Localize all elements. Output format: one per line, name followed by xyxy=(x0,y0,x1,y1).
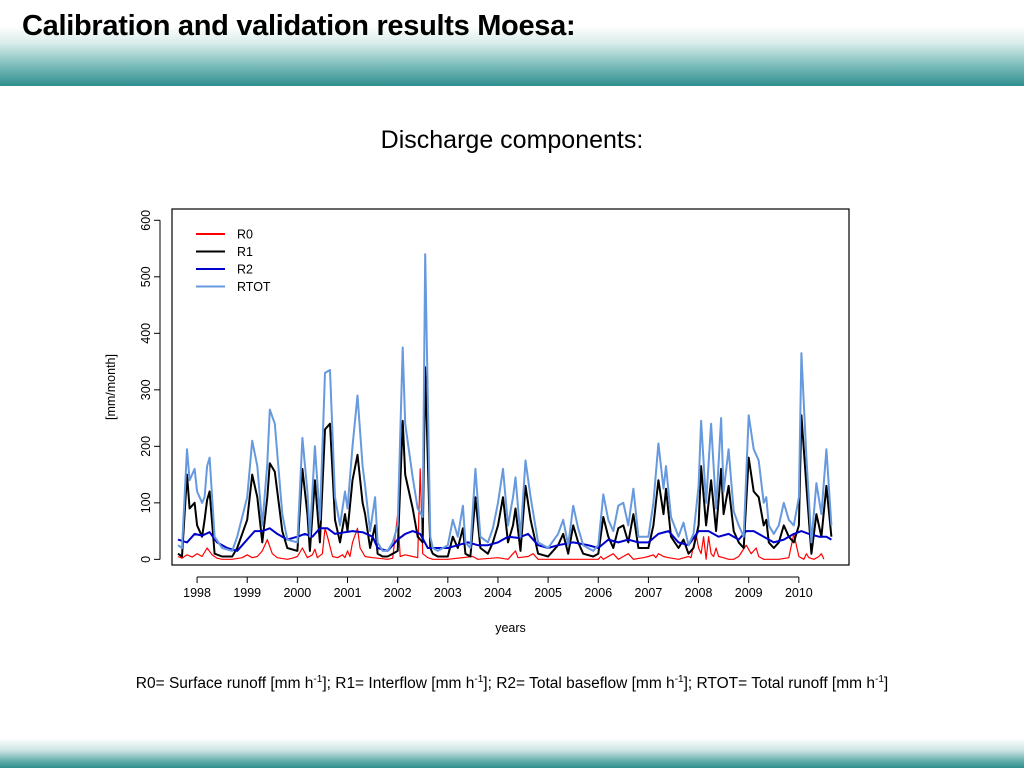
legend-label-r1: R1 xyxy=(237,245,253,259)
caption-exp-2: -1 xyxy=(474,674,484,685)
x-tick-label: 1999 xyxy=(233,586,261,600)
x-tick-label: 1998 xyxy=(183,586,211,600)
y-tick-label: 100 xyxy=(139,492,153,513)
y-tick-label: 500 xyxy=(139,266,153,287)
y-tick-label: 300 xyxy=(139,379,153,400)
legend-label-r0: R0 xyxy=(237,228,253,242)
x-tick-label: 2010 xyxy=(785,586,813,600)
series-line-r1 xyxy=(177,366,833,558)
x-tick-label: 2000 xyxy=(283,586,311,600)
footer-bar xyxy=(0,738,1024,768)
legend-label-r2: R2 xyxy=(237,263,253,277)
caption-rtot: ]; RTOT= Total runoff [mm h xyxy=(683,675,875,693)
series-line-r0 xyxy=(177,468,825,560)
caption-r1: ]; R1= Interflow [mm h xyxy=(322,675,475,693)
x-tick-label: 2003 xyxy=(434,586,462,600)
x-tick-label: 2005 xyxy=(534,586,562,600)
caption-end: ] xyxy=(883,675,889,693)
chart-caption: R0= Surface runoff [mm h-1]; R1= Interfl… xyxy=(0,674,1024,693)
x-tick-label: 2002 xyxy=(384,586,412,600)
x-axis-title: years xyxy=(495,621,526,635)
y-tick-label: 200 xyxy=(139,436,153,457)
series-line-r2 xyxy=(177,527,832,552)
slide-title: Calibration and validation results Moesa… xyxy=(22,10,576,42)
header-bar xyxy=(0,0,1024,86)
x-tick-label: 2004 xyxy=(484,586,512,600)
caption-r2: ]; R2= Total baseflow [mm h xyxy=(483,675,675,693)
plot-frame xyxy=(171,208,850,566)
caption-exp-4: -1 xyxy=(874,674,884,685)
x-tick-label: 2007 xyxy=(635,586,663,600)
series-line-rtot xyxy=(177,253,833,552)
x-tick-label: 2001 xyxy=(334,586,362,600)
x-tick-label: 2008 xyxy=(685,586,713,600)
x-tick-label: 2006 xyxy=(584,586,612,600)
x-tick-label: 2009 xyxy=(735,586,763,600)
legend-label-rtot: RTOT xyxy=(237,280,271,294)
y-tick-label: 600 xyxy=(139,210,153,231)
y-axis-title: [mm/month] xyxy=(104,354,118,420)
chart-subtitle: Discharge components: xyxy=(380,126,644,154)
caption-exp-3: -1 xyxy=(674,674,684,685)
caption-exp-1: -1 xyxy=(313,674,323,685)
caption-r0: R0= Surface runoff [mm h xyxy=(135,675,314,693)
y-tick-label: 400 xyxy=(139,323,153,344)
y-tick-label: 0 xyxy=(139,556,153,563)
